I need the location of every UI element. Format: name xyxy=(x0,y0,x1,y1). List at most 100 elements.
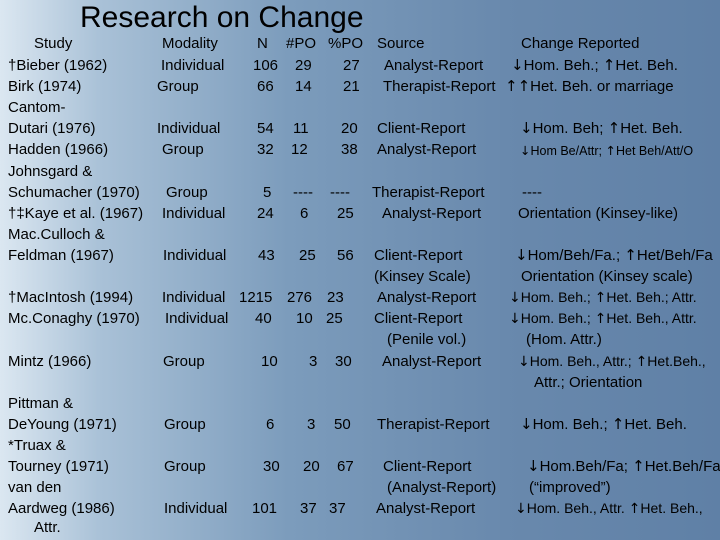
change-cell: ---- xyxy=(522,184,542,201)
study-cell: Hadden (1966) xyxy=(8,141,109,158)
down-arrow-icon: ↓ xyxy=(515,501,527,517)
pct-po-cell: 38 xyxy=(341,141,358,158)
n-cell: 1215 xyxy=(239,289,273,306)
modality-cell: Individual xyxy=(162,205,226,222)
header-modality: Modality xyxy=(162,35,218,52)
modality-cell: Individual xyxy=(163,247,227,264)
down-arrow-icon: ↓ xyxy=(520,415,533,433)
up-arrow-icon: ↑ xyxy=(605,143,616,158)
modality-cell: Individual xyxy=(165,310,229,327)
modality-cell: Group xyxy=(163,353,205,370)
change-cell: ↓Hom. Beh., Attr. ↑Het. Beh., xyxy=(515,498,703,520)
source-cell: Client-Report xyxy=(374,310,463,327)
modality-cell: Individual xyxy=(161,57,225,74)
change-cell: Orientation (Kinsey-like) xyxy=(518,205,679,222)
up-arrow-icon: ↑ xyxy=(635,354,648,370)
header-n: N xyxy=(257,35,268,52)
pct-po-cell: 25 xyxy=(326,310,343,327)
study-cell: Feldman (1967) xyxy=(8,247,114,264)
change-cell: (Hom. Attr.) xyxy=(526,329,602,350)
pct-po-cell: 21 xyxy=(343,78,360,95)
down-arrow-icon: ↓ xyxy=(518,354,530,370)
pct-po-cell: 50 xyxy=(334,416,351,433)
down-arrow-icon: ↓ xyxy=(520,119,533,137)
source-cell: Therapist-Report xyxy=(372,184,485,201)
po-cell: 11 xyxy=(293,120,309,137)
up-arrow-icon: ↑ xyxy=(517,77,531,95)
n-cell: 106 xyxy=(253,57,279,74)
source-cell: Therapist-Report xyxy=(377,416,490,433)
change-text: Hom. Beh., Attr. ↑Het. Beh., xyxy=(526,500,703,517)
po-cell: 29 xyxy=(295,57,312,74)
change-cell: ↓Hom.Beh/Fa; ↑Het.Beh/Fa. xyxy=(527,456,720,477)
study-cell: Johnsgard & xyxy=(8,163,93,180)
n-cell: 40 xyxy=(255,310,272,327)
header-pct-po: %PO xyxy=(328,35,364,52)
study-cell: Aardweg (1986) xyxy=(8,500,115,517)
n-cell: 43 xyxy=(258,247,275,264)
modality-cell: Group xyxy=(157,78,199,95)
source-cell: (Penile vol.) xyxy=(387,331,467,348)
source-cell: Therapist-Report xyxy=(383,78,496,95)
modality-cell: Group xyxy=(162,141,204,158)
change-text: Hom. Beh., Attr.; ↑Het.Beh., xyxy=(529,353,706,370)
up-arrow-icon: ↑ xyxy=(628,501,641,517)
change-cell: ↓Hom. Beh.; ↑Het. Beh., Attr. xyxy=(509,308,697,330)
change-cell: ↓Hom. Beh; ↑Het. Beh. xyxy=(520,118,683,139)
header-change-reported: Change Reported xyxy=(521,35,640,52)
up-arrow-icon: ↑ xyxy=(602,56,616,74)
po-cell: ---- xyxy=(293,184,313,201)
po-cell: 10 xyxy=(296,310,313,327)
up-arrow-icon: ↑ xyxy=(505,77,518,95)
source-cell: Analyst-Report xyxy=(382,353,482,370)
po-cell: 37 xyxy=(300,500,317,517)
modality-cell: Individual xyxy=(162,289,226,306)
source-cell: (Analyst-Report) xyxy=(387,479,497,496)
change-text: Hom Be/Attr; ↑Het Beh/Att/O xyxy=(530,143,694,158)
source-cell: Analyst-Report xyxy=(377,141,477,158)
study-cell: Mintz (1966) xyxy=(8,353,92,370)
study-cell: Attr. xyxy=(34,519,61,536)
modality-cell: Individual xyxy=(164,500,228,517)
up-arrow-icon: ↑ xyxy=(632,457,645,475)
n-cell: 54 xyxy=(257,120,274,137)
study-cell: Cantom- xyxy=(8,99,66,116)
change-text: (Hom. Attr.) xyxy=(526,331,602,348)
study-cell: †Bieber (1962) xyxy=(8,57,108,74)
po-cell: 25 xyxy=(299,247,316,264)
change-cell: ↓Hom. Beh.; ↑Het. Beh. xyxy=(511,55,678,76)
change-text: Hom. Beh.; ↑Het. Beh. xyxy=(532,415,687,433)
change-text: Hom. Beh; ↑Het. Beh. xyxy=(532,119,683,137)
study-cell: Birk (1974) xyxy=(8,78,82,95)
po-cell: 14 xyxy=(295,78,312,95)
header-source: Source xyxy=(377,35,425,52)
study-cell: DeYoung (1971) xyxy=(8,416,117,433)
pct-po-cell: 25 xyxy=(337,205,354,222)
change-text: Hom.Beh/Fa; ↑Het.Beh/Fa. xyxy=(539,457,720,475)
change-cell: (“improved”) xyxy=(529,479,611,496)
change-cell: ↑↑Het. Beh. or marriage xyxy=(505,76,674,97)
change-cell: ↓Hom. Beh.; ↑Het. Beh.; Attr. xyxy=(509,287,697,309)
study-cell: Dutari (1976) xyxy=(8,120,96,137)
po-cell: 276 xyxy=(287,289,313,306)
up-arrow-icon: ↑ xyxy=(594,311,607,327)
down-arrow-icon: ↓ xyxy=(515,246,528,264)
modality-cell: Group xyxy=(164,416,206,433)
po-cell: 12 xyxy=(291,141,308,158)
pct-po-cell: 67 xyxy=(337,458,354,475)
pct-po-cell: 27 xyxy=(343,57,360,74)
change-text: Hom. Beh.; ↑Het. Beh.; Attr. xyxy=(520,289,697,306)
change-cell: ↓Hom Be/Attr; ↑Het Beh/Att/O xyxy=(520,140,693,162)
modality-cell: Group xyxy=(164,458,206,475)
study-cell: Mac.Culloch & xyxy=(8,226,105,243)
n-cell: 66 xyxy=(257,78,274,95)
down-arrow-icon: ↓ xyxy=(527,457,540,475)
po-cell: 3 xyxy=(307,416,316,433)
slide-title: Research on Change xyxy=(80,1,364,34)
change-text: Hom. Beh.; ↑Het. Beh., Attr. xyxy=(520,310,697,327)
pct-po-cell: 20 xyxy=(341,120,358,137)
study-cell: †‡Kaye et al. (1967) xyxy=(8,205,144,222)
source-cell: Client-Report xyxy=(377,120,466,137)
down-arrow-icon: ↓ xyxy=(509,290,521,306)
pct-po-cell: 30 xyxy=(335,353,352,370)
